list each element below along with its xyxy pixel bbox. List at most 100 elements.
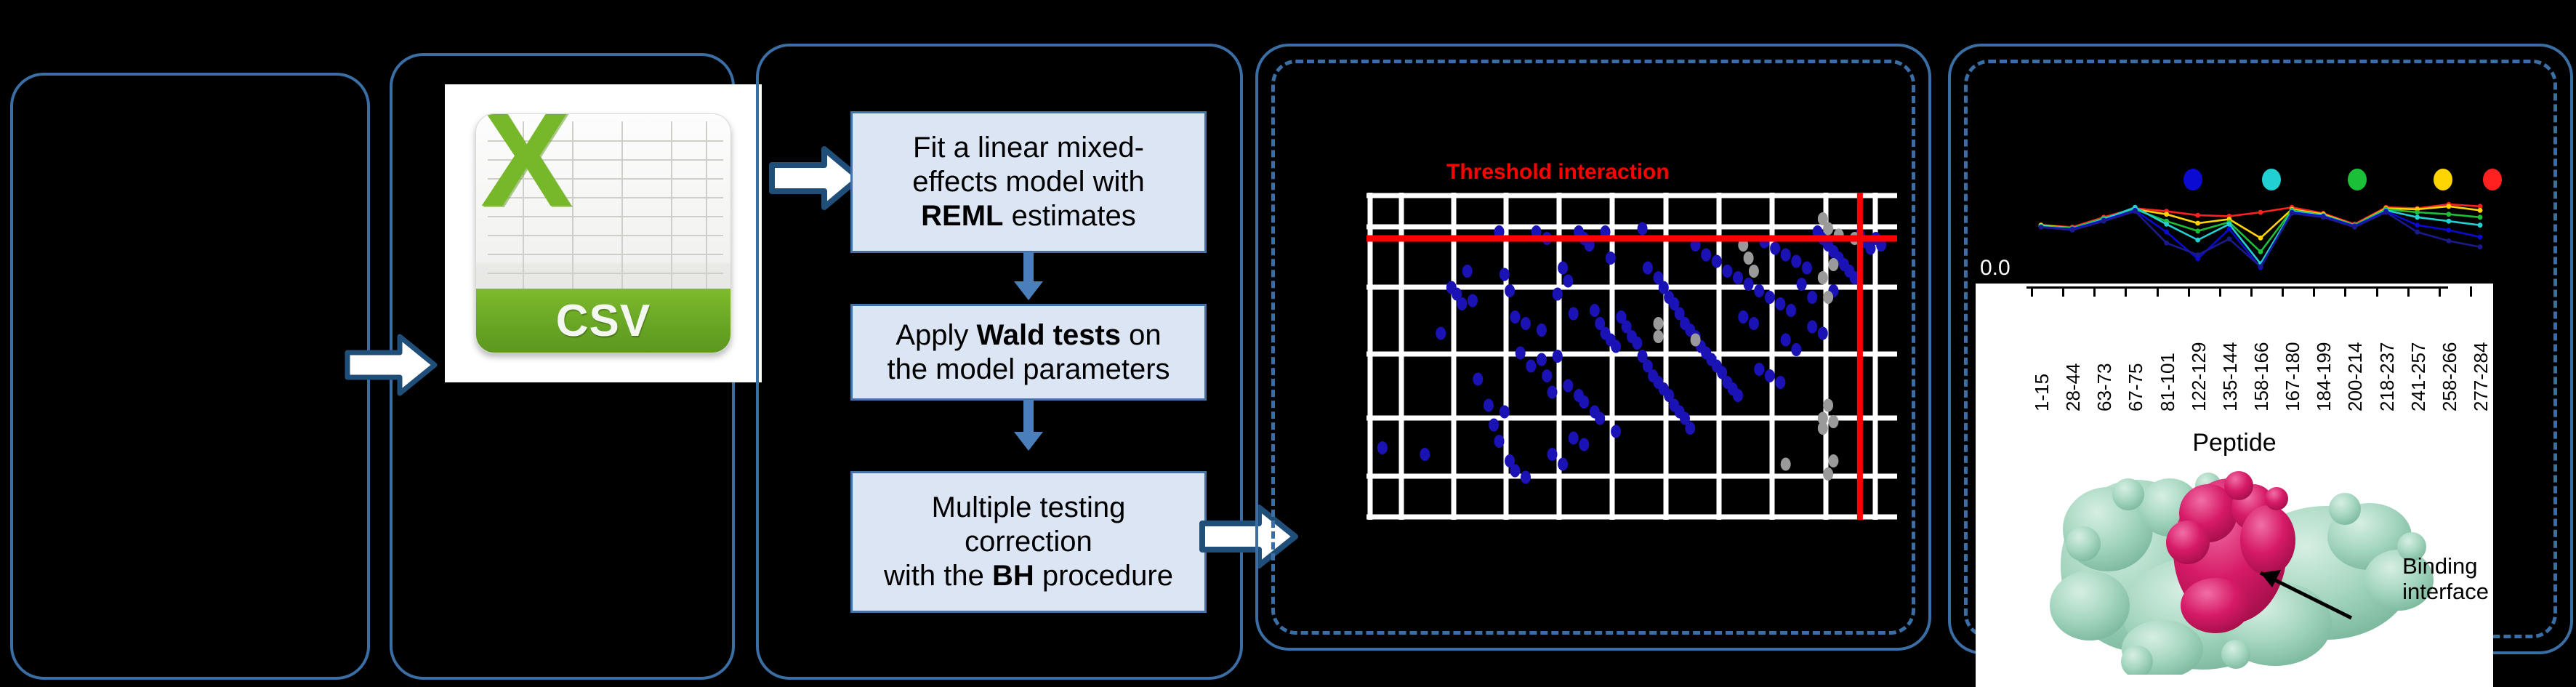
peptide-tick-label: 241-257 [2407,342,2429,411]
peptide-tick-mark [2250,286,2253,297]
scatter-point [1552,350,1563,363]
peptide-data-point [2352,225,2357,230]
scatter-point [1796,278,1807,291]
peptide-tick-label: 135-144 [2218,342,2241,411]
scatter-point [1505,454,1516,467]
scatter-point [1865,241,1876,255]
peptide-tick-mark [2313,286,2316,297]
peptide-tick-label: 67-75 [2125,363,2147,412]
scatter-point [1563,274,1574,288]
scatter-point [1558,261,1569,275]
scatter-point [1536,324,1547,337]
scatter-point [1680,411,1690,425]
analysis-panel[interactable] [756,44,1243,680]
scatter-point [1764,369,1775,382]
peptide-data-point [2258,236,2263,241]
scatter-point [1605,252,1616,265]
peptide-data-point [2133,209,2138,214]
peptide-data-point [2226,221,2232,227]
peptide-data-point [2477,234,2483,240]
scatter-point [1377,441,1388,454]
scatter-panel[interactable] [1255,44,1931,651]
protein-structure-image[interactable] [2021,457,2450,675]
scatter-point [1563,379,1574,393]
step-bh-box[interactable]: Multiple testing correction with the BH pr… [850,471,1207,613]
scatter-plot[interactable] [1367,193,1897,520]
peptide-tick-labels: 1-15 28-44 63-73 67-75 81-101 122-129 135-144 1… [1976,284,2493,422]
scatter-point [1642,359,1653,373]
peptide-tick-mark [2375,286,2378,297]
peptide-data-point [2320,214,2326,220]
peptide-tick-mark [2218,286,2221,297]
results-card: 1-15 28-44 63-73 67-75 81-101 122-129 135-144 1… [1976,284,2493,687]
peptide-data-point [2477,244,2483,249]
scatter-point [1748,317,1759,330]
peptide-data-point [2195,212,2201,218]
peptide-tick-mark [2344,286,2347,297]
peptide-data-point [2446,238,2452,244]
peptide-data-point [2477,222,2483,228]
scatter-point [1801,261,1812,275]
scatter-point [1489,418,1500,432]
peptide-tick-mark [2407,286,2410,297]
peptide-data-point [2195,228,2201,234]
scatter-point [1823,467,1834,481]
peptide-tick-mark [2187,286,2190,297]
csv-grid [488,121,723,289]
peptide-data-point [2258,264,2263,270]
peptide-tick-label: 158-166 [2250,342,2272,411]
scatter-point [1733,271,1743,284]
scatter-point [1510,310,1521,324]
step-wald-box[interactable]: Apply Wald tests on the model parameters [850,304,1207,401]
peptide-tick-label: 63-73 [2093,363,2116,412]
peptide-data-point [2195,252,2201,257]
csv-file-icon[interactable]: X CSV [445,84,762,382]
scatter-point [1717,366,1728,379]
scatter-point [1722,265,1733,278]
scatter-title: Threshold interaction [1446,160,1670,184]
peptide-data-point [2164,240,2169,246]
scatter-point [1457,297,1468,310]
peptide-tick-mark [2470,286,2472,297]
scatter-point [1828,258,1839,271]
scatter-point [1780,457,1791,471]
input-panel[interactable] [10,73,370,680]
ligand-surface [2166,471,2295,633]
scatter-point [1786,304,1796,317]
peptide-tick-mark [2093,286,2096,297]
peptide-data-point [2195,256,2201,262]
peptide-tick-label: 277-284 [2470,342,2492,411]
scatter-point [1483,398,1494,412]
scatter-point [1510,464,1521,478]
peptide-line-chart[interactable] [2028,183,2493,286]
arrow-data-to-analysis [769,146,862,210]
peptide-data-point [2195,220,2201,226]
peptide-data-point [2415,209,2420,215]
legend-dot-1 [2183,169,2202,190]
scatter-point [1579,395,1590,409]
peptide-tick-label: 218-237 [2375,342,2398,411]
binding-interface-label: Binding interface [2402,553,2489,604]
peptide-data-point [2164,212,2169,217]
scatter-point [1823,398,1834,412]
peptide-axis-line [2026,286,2448,289]
scatter-point [1521,317,1531,330]
scatter-point [1791,343,1802,356]
scatter-point [1828,415,1839,428]
peptide-data-point [2164,229,2169,235]
scatter-point [1685,422,1696,435]
scatter-point [1547,448,1558,461]
scatter-point [1595,317,1606,330]
peptide-tick-label: 1-15 [2031,373,2053,411]
scatter-point [1420,448,1430,461]
excel-x-glyph: X [480,113,573,236]
step-reml-box[interactable]: Fit a linear mixed-effects model with REM… [850,111,1207,253]
scatter-point [1823,291,1834,304]
peptide-tick-mark [2125,286,2128,297]
peptide-data-point [2446,218,2452,224]
scatter-point [1637,222,1648,236]
binding-label-line1: Binding [2402,553,2478,579]
scatter-point [1664,389,1675,402]
scatter-point [1674,307,1685,321]
scatter-point [1595,411,1606,425]
